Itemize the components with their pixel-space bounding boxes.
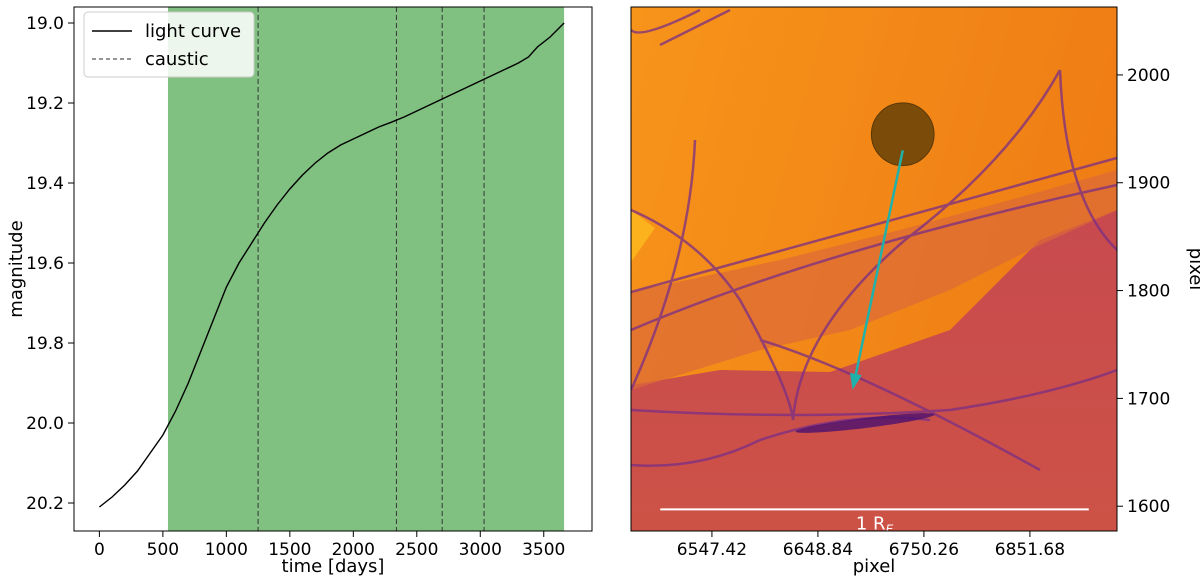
x-tick-label: 2500: [395, 540, 438, 560]
y-tick-label: 19.8: [26, 334, 64, 354]
map-y-tick-label: 1900: [1127, 174, 1170, 194]
legend-light-curve-label: light curve: [145, 21, 241, 42]
light-curve-ticks: 0 500 1000 1500 2000 2500 3000 3500 19.0 19.2 19.4…: [26, 14, 565, 560]
legend-caustic-label: caustic: [145, 49, 209, 70]
map-x-tick-label: 6648.84: [783, 540, 853, 560]
map-bright-corner: [631, 210, 655, 262]
y-tick-label: 19.6: [26, 254, 64, 274]
light-curve-panel: 0 500 1000 1500 2000 2500 3000 3500 19.0 19.2 19.4…: [6, 6, 593, 577]
x-tick-label: 2000: [332, 540, 375, 560]
source-disk: [870, 102, 935, 167]
x-tick-label: 0: [94, 540, 105, 560]
x-tick-label: 1000: [205, 540, 248, 560]
map-x-tick-label: 6750.26: [889, 540, 959, 560]
light-curve-line: [98, 22, 565, 508]
caustic-cusp-highlight: [795, 413, 935, 433]
trajectory-arrow-head: [850, 372, 862, 390]
observation-window-shading: [167, 7, 565, 531]
map-x-tick-label: 6851.68: [995, 540, 1065, 560]
light-curve-plot-area: [98, 7, 565, 531]
map-x-axis-label: pixel: [853, 556, 896, 577]
x-tick-label: 3000: [459, 540, 502, 560]
magnification-map-panel: 1 RE 6547.42 6648.84 6750.26 6851.681600170…: [630, 6, 1200, 577]
map-y-tick-label: 2000: [1127, 66, 1170, 86]
y-tick-label: 19.0: [26, 14, 64, 34]
map-low-region: [631, 210, 1117, 531]
trajectory-arrow-shaft: [854, 150, 904, 375]
map-axes-frame: [630, 6, 1118, 532]
y-tick-label: 20.2: [26, 494, 64, 514]
y-tick-label: 19.2: [26, 94, 64, 114]
y-tick-label: 20.0: [26, 414, 64, 434]
map-band-region: [631, 170, 1117, 390]
legend-box: [83, 11, 255, 78]
y-tick-label: 19.4: [26, 174, 64, 194]
x-tick-label: 1500: [268, 540, 311, 560]
scale-bar-subscript: E: [886, 522, 894, 536]
map-x-tick-label: 6547.42: [677, 540, 747, 560]
map-y-tick-label: 1700: [1127, 389, 1170, 409]
x-tick-label: 3500: [522, 540, 565, 560]
map-y-tick-label: 1800: [1127, 282, 1170, 302]
magnification-map: [631, 7, 1117, 531]
light-curve-axes-frame: [73, 6, 593, 532]
map-y-axis-label: pixel: [1185, 248, 1200, 291]
legend: light curve caustic: [83, 11, 255, 78]
x-axis-label-time: time [days]: [282, 556, 385, 577]
map-y-tick-label: 1600: [1127, 497, 1170, 517]
caustic-curves: [631, 8, 1117, 472]
x-tick-label: 500: [147, 540, 179, 560]
map-ticks: 6547.42 6648.84 6750.26 6851.68 1600 1700 1800…: [677, 66, 1171, 560]
y-axis-label-magnitude: magnitude: [6, 220, 27, 317]
